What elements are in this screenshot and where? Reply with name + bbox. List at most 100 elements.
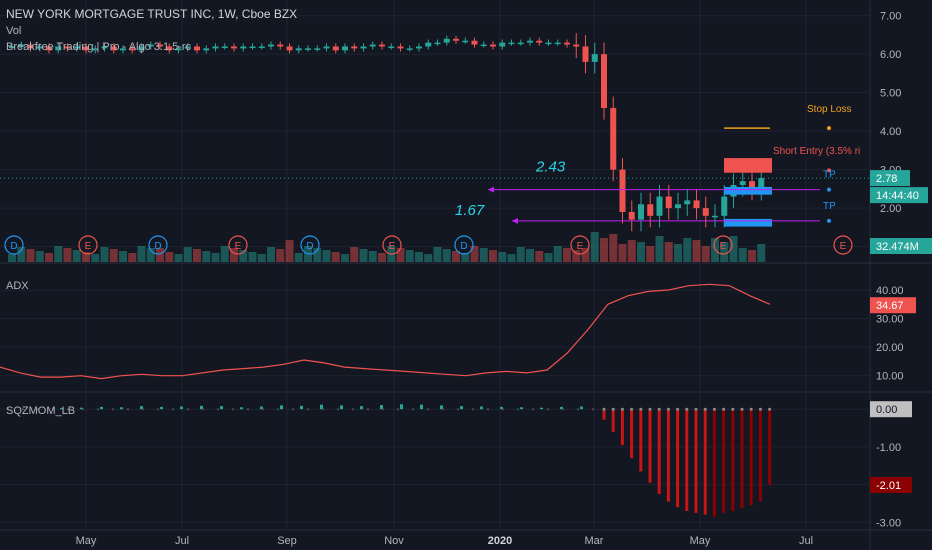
- sqz-zero-dot: [67, 408, 69, 411]
- sqz-bar-positive: [340, 405, 343, 410]
- candle-body: [462, 40, 469, 43]
- volume-bar: [174, 254, 183, 262]
- adx-tick-label: 40.00: [876, 285, 904, 297]
- tp1-dot: [827, 187, 831, 192]
- adx-label: ADX: [6, 280, 29, 292]
- time-tick-label: May: [690, 535, 711, 547]
- sqz-bar-positive: [120, 407, 123, 410]
- sqz-bar-negative: [602, 409, 606, 420]
- sqz-zero-dot: [487, 408, 489, 411]
- candle-body: [342, 46, 348, 51]
- volume-bar: [35, 251, 44, 262]
- earnings-marker-circle: [300, 235, 320, 255]
- candle-body: [101, 46, 108, 49]
- time-tick-label: Mar: [585, 535, 604, 547]
- volume-bar: [350, 247, 359, 262]
- sqz-zero-dot: [722, 407, 726, 411]
- sqz-zero-dot: [602, 407, 606, 411]
- short-entry-label: Short Entry (3.5% ri: [773, 146, 860, 157]
- sqz-zero-dot: [768, 407, 772, 411]
- sqz-zero-dot: [740, 407, 744, 411]
- volume-last-label: 32.474M: [876, 241, 919, 253]
- sqz-bar-negative: [620, 409, 624, 446]
- sqz-zero-dot: [502, 408, 504, 411]
- time-tick-label: Jul: [799, 535, 813, 547]
- volume-bar: [609, 234, 618, 262]
- volume-bar: [193, 249, 201, 262]
- sqz-zero-badge: [870, 401, 912, 418]
- earnings-marker-label: E: [389, 241, 396, 252]
- volume-bar: [100, 247, 109, 262]
- candle-body: [499, 42, 506, 47]
- volume-bar: [26, 249, 35, 262]
- time-tick-label: Jul: [175, 535, 189, 547]
- volume-bar: [285, 240, 294, 262]
- sqz-bar-negative: [694, 409, 698, 513]
- candle-body: [508, 42, 515, 45]
- candle-body: [147, 44, 154, 47]
- sqz-zero-dot: [232, 408, 234, 411]
- candle-body: [157, 44, 163, 47]
- volume-bar: [683, 238, 692, 262]
- sqz-zero-dot: [620, 407, 624, 411]
- last-price-badge: [870, 170, 910, 187]
- sqz-bar-positive: [140, 406, 143, 410]
- volume-bar: [581, 248, 590, 262]
- sqz-bar-positive: [180, 406, 183, 410]
- tp1-label: TP: [823, 169, 836, 180]
- volume-bar: [230, 248, 238, 262]
- countdown-badge: [870, 187, 928, 204]
- earnings-marker-circle: [382, 235, 402, 255]
- adx-tick-label: 30.00: [876, 314, 904, 326]
- sqz-bar-negative: [703, 409, 707, 515]
- earnings-marker-label: E: [840, 241, 847, 252]
- tp2-dot: [827, 218, 831, 223]
- candle-body: [55, 46, 62, 51]
- sqz-zero-dot: [127, 408, 129, 411]
- sqz-zero-dot: [694, 407, 698, 411]
- price-candles: [9, 33, 765, 232]
- candle-body: [721, 196, 728, 216]
- sqz-bar-positive: [360, 406, 363, 410]
- sqz-bar-positive: [200, 405, 203, 410]
- sqz-zero-dot: [277, 408, 279, 411]
- sqz-zero-dot: [172, 408, 174, 411]
- volume-bar: [294, 253, 303, 262]
- sqz-zero-dot: [630, 407, 634, 411]
- level-a-arrow: [488, 186, 494, 193]
- candle-body: [203, 48, 210, 51]
- chart-title: NEW YORK MORTGAGE TRUST INC, 1W, Cboe BZ…: [6, 7, 297, 21]
- sqz-bar-positive: [220, 406, 223, 410]
- volume-bar: [701, 246, 710, 262]
- candle-body: [314, 48, 321, 50]
- sqz-tick-label: -1.00: [876, 442, 901, 454]
- candle-body: [360, 46, 367, 49]
- candle-body: [379, 44, 385, 47]
- volume-bar: [396, 248, 405, 262]
- sqz-bar-positive: [60, 408, 63, 410]
- stop-loss-dot: [827, 126, 831, 131]
- earnings-marker-circle: [148, 235, 168, 255]
- volume-bar: [489, 250, 497, 262]
- sqz-zero-dot: [648, 407, 652, 411]
- sqz-bar-negative: [666, 409, 670, 502]
- sqz-bar-negative: [685, 409, 689, 512]
- earnings-marker-circle: [78, 235, 98, 255]
- volume-bar: [128, 253, 137, 262]
- candle-body: [582, 46, 589, 62]
- volume-bar: [553, 246, 562, 262]
- sqz-bar-positive: [460, 406, 463, 410]
- sqz-zero-dot: [352, 408, 354, 411]
- candle-body: [712, 215, 718, 218]
- sqz-zero-dot: [22, 408, 24, 411]
- indicator-label: Breakfree Trading | Pro - Algo 3.1.5-rc: [6, 41, 192, 53]
- earnings-marker-label: E: [577, 241, 584, 252]
- earnings-marker-label: E: [720, 241, 727, 252]
- candle-body: [27, 44, 34, 49]
- candle-body: [739, 181, 746, 186]
- sqz-zero-dot: [202, 408, 204, 411]
- price-axis[interactable]: 7.006.005.004.003.002.001.0040.0030.0020…: [76, 11, 932, 547]
- tp2-label: TP: [823, 201, 836, 212]
